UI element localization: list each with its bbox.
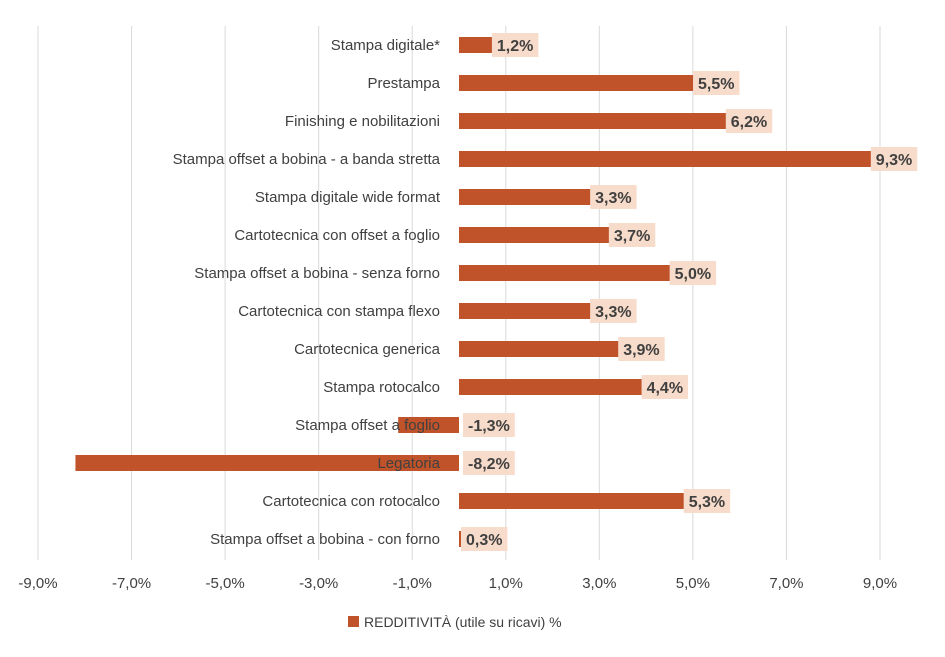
data-label-background: [608, 223, 656, 247]
bar: [398, 417, 459, 433]
category-label: Stampa offset a bobina - a banda stretta: [173, 151, 441, 168]
x-tick-label: 3,0%: [582, 575, 616, 592]
bar: [459, 493, 707, 509]
data-label-background: [683, 489, 731, 513]
data-label-background: [725, 109, 773, 133]
category-label: Finishing e nobilitazioni: [285, 113, 440, 130]
data-label: 3,3%: [590, 299, 637, 323]
grid-lines: [37, 26, 881, 560]
bar: [459, 303, 614, 319]
category-label: Stampa digitale*: [331, 37, 440, 54]
data-label: 9,3%: [870, 147, 918, 171]
bar: [459, 265, 693, 281]
category-label: Cartotecnica generica: [294, 341, 441, 358]
bar: [75, 455, 459, 471]
category-labels: Stampa digitale* Prestampa Finishing e nob…: [173, 37, 441, 548]
x-axis-ticks: -9,0% -7,0% -5,0% -3,0% -1,0% 1,0% 3,0% 5,0% 7,0…: [18, 575, 897, 592]
data-label: 0,3%: [461, 527, 508, 551]
data-labels: 1,2% 5,5% 6,2% 9,3% 3,3% 3,7% 5,0% 3,3% 3,9% 4,4%…: [461, 33, 918, 551]
data-label-background: [590, 185, 637, 209]
bar: [459, 113, 750, 129]
data-label: 6,2%: [725, 109, 773, 133]
bar: [459, 341, 642, 357]
bar: [459, 151, 895, 167]
category-label: Legatoria: [377, 455, 440, 472]
data-label-text: 4,4%: [647, 380, 683, 397]
data-label-background: [491, 33, 539, 57]
legend-swatch: [348, 616, 359, 627]
data-label-background: [461, 527, 508, 551]
legend-label: REDDITIVITÀ (utile su ricavi) %: [364, 614, 562, 630]
category-label: Stampa offset a foglio: [295, 417, 440, 434]
data-label: -1,3%: [463, 413, 515, 437]
category-label: Cartotecnica con stampa flexo: [238, 303, 440, 320]
data-label-text: 9,3%: [876, 152, 912, 169]
category-label: Stampa digitale wide format: [255, 189, 441, 206]
x-tick-label: 5,0%: [676, 575, 710, 592]
x-tick-label: -9,0%: [18, 575, 57, 592]
bar: [459, 227, 633, 243]
data-label: -8,2%: [463, 451, 515, 475]
data-label-background: [641, 375, 689, 399]
x-tick-label: 1,0%: [489, 575, 523, 592]
data-label: 3,3%: [590, 185, 637, 209]
data-label: 5,5%: [693, 71, 740, 95]
data-label-text: 3,7%: [614, 228, 650, 245]
bar: [459, 75, 717, 91]
category-label: Stampa rotocalco: [323, 379, 440, 396]
data-label-background: [463, 451, 515, 475]
category-label: Stampa offset a bobina - senza forno: [194, 265, 440, 282]
data-label-text: -1,3%: [468, 418, 510, 435]
data-label-background: [618, 337, 665, 361]
x-tick-label: -5,0%: [206, 575, 245, 592]
bar: [459, 379, 665, 395]
data-label-text: 5,0%: [675, 266, 711, 283]
x-tick-label: -3,0%: [299, 575, 338, 592]
category-label: Cartotecnica con rotocalco: [262, 493, 440, 510]
data-label-text: 3,3%: [595, 304, 631, 321]
x-tick-label: 7,0%: [769, 575, 803, 592]
data-label-text: -8,2%: [468, 456, 510, 473]
data-label-background: [870, 147, 918, 171]
data-label: 3,7%: [608, 223, 656, 247]
data-label-text: 6,2%: [731, 114, 767, 131]
data-label-background: [463, 413, 515, 437]
data-label: 5,3%: [683, 489, 731, 513]
bars: [75, 37, 895, 547]
category-label: Cartotecnica con offset a foglio: [234, 227, 440, 244]
data-label: 5,0%: [669, 261, 717, 285]
data-label-text: 5,3%: [689, 494, 725, 511]
data-label-text: 0,3%: [466, 532, 502, 549]
data-label-text: 3,3%: [595, 190, 631, 207]
data-label: 3,9%: [618, 337, 665, 361]
category-label: Prestampa: [367, 75, 440, 92]
data-label-background: [693, 71, 740, 95]
data-label-text: 5,5%: [698, 76, 734, 93]
bar: [459, 189, 614, 205]
x-tick-label: 9,0%: [863, 575, 897, 592]
data-label: 1,2%: [491, 33, 539, 57]
x-tick-label: -1,0%: [393, 575, 432, 592]
data-label-text: 3,9%: [623, 342, 659, 359]
category-label: Stampa offset a bobina - con forno: [210, 531, 440, 548]
x-tick-label: -7,0%: [112, 575, 151, 592]
data-label-background: [669, 261, 717, 285]
legend: REDDITIVITÀ (utile su ricavi) %: [348, 614, 562, 630]
data-label: 4,4%: [641, 375, 689, 399]
data-label-text: 1,2%: [497, 38, 533, 55]
data-label-background: [590, 299, 637, 323]
